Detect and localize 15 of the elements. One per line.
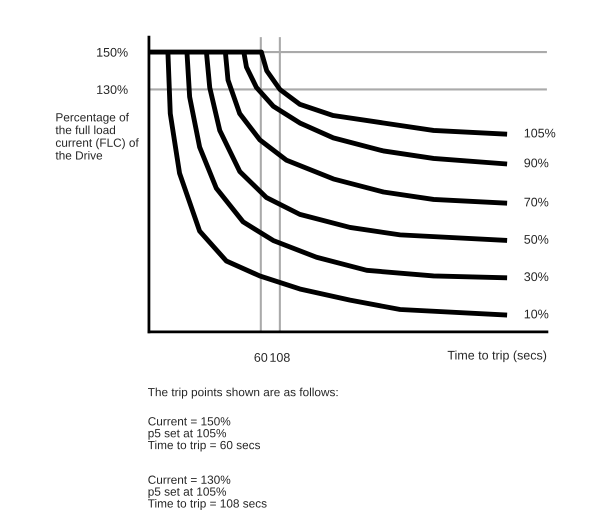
y-axis-title: Percentage of the full load current (FLC) of the Drive <box>56 112 139 160</box>
y-tick-label: 130% <box>97 85 128 94</box>
series-label: 10% <box>524 310 548 318</box>
series-label: 50% <box>524 234 548 244</box>
series-label: 90% <box>524 158 548 168</box>
y-tick-label: 150% <box>97 48 128 57</box>
x-tick-label: 60 <box>254 353 268 362</box>
series-label: 70% <box>524 198 548 207</box>
text: Current = 150% p5 set at 105% Time to trip = 60 secs <box>148 417 260 452</box>
series-label: 30% <box>524 272 548 282</box>
text: The trip points shown are as follows: <box>148 388 338 399</box>
x-tick-label: 108 <box>270 353 290 362</box>
series-label: 105% <box>524 128 556 138</box>
text: Current = 130% p5 set at 105% Time to trip = 108 secs <box>148 476 267 510</box>
x-axis-title: Time to trip (secs) <box>448 350 546 362</box>
